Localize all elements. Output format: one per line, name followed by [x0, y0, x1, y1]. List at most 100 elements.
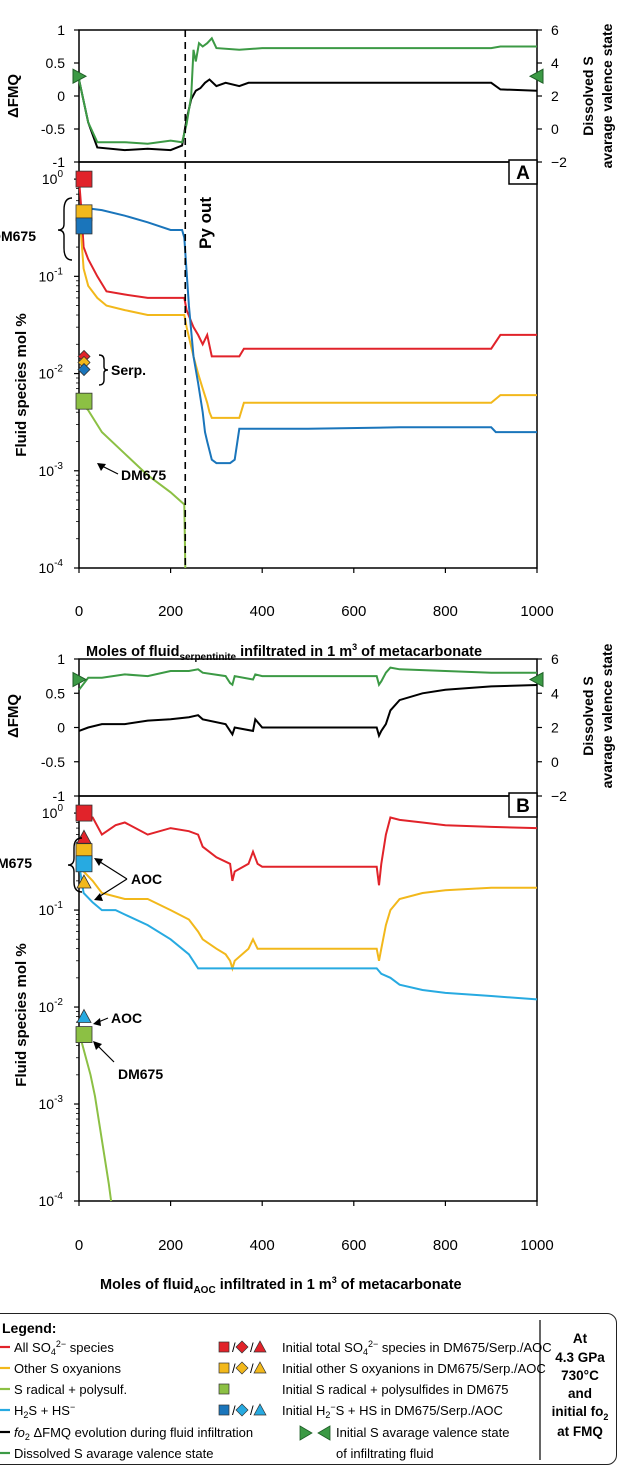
x-tick-label: 1000	[520, 1237, 553, 1254]
condition-initial-fo2: initial fo2	[552, 1404, 609, 1422]
annotation-aoc-b-top: AOC	[131, 871, 162, 887]
y2-tick-label: 0	[551, 754, 559, 770]
y2-tick-label: 0	[551, 121, 559, 137]
panel-label-b-box: B	[508, 792, 538, 818]
legend-items: All SO42− species Other S oxyanions S radi…	[0, 1339, 552, 1461]
initial-valence-triangle-marker	[72, 68, 88, 85]
legend-diamond-marker	[235, 1340, 249, 1354]
x-axis-title-b: Moles of fluidAOC infiltrated in 1 m3 of…	[100, 1275, 462, 1296]
log-tick-label: 10-2	[39, 997, 64, 1015]
log-tick-label: 10-3	[39, 461, 64, 479]
arrowhead-aoc-3	[93, 1018, 101, 1026]
y-tick-label: 0.5	[46, 685, 66, 701]
species-series-line	[78, 863, 538, 1001]
condition-temperature: 730°C	[561, 1368, 599, 1383]
y-axis-title-b-top: ΔFMQ	[5, 694, 22, 738]
top-frame	[78, 29, 538, 163]
initial-square-marker	[75, 392, 93, 410]
initial-valence-triangle-marker	[72, 671, 88, 688]
initial-diamond-marker	[77, 362, 91, 377]
legend-label: Initial total SO42− species in DM675/Ser…	[282, 1339, 552, 1357]
initial-square-marker	[75, 1026, 93, 1043]
panel-b: 1 0.5 0 -0.5 -1 6 4 2 0 −2 100 10-1 10-2 10-3 10-4 0 200…	[39, 651, 568, 1254]
legend-triangle-marker	[253, 1340, 267, 1353]
initial-valence-triangle-marker	[528, 671, 544, 688]
y-tick-label: -0.5	[41, 754, 65, 770]
annotation-dm675-b-bottom: DM675	[118, 1066, 163, 1082]
panel-a: 1 0.5 0 -0.5 -1 6 4 2 0 −2 100 10-1 10-2 10-3 10-4 0 200…	[39, 22, 568, 620]
y2-tick-label: −2	[551, 154, 567, 170]
x-tick-label: 600	[341, 603, 366, 620]
y2-tick-label: 2	[551, 720, 559, 736]
x-tick-label: 200	[158, 1237, 183, 1254]
y2-tick-label: 6	[551, 651, 559, 667]
initial-triangle-marker	[76, 874, 92, 889]
species-series-line	[78, 207, 537, 465]
y2-tick-label: 4	[551, 55, 559, 71]
panel-label-a: A	[516, 163, 530, 184]
legend-square-marker	[218, 1362, 230, 1374]
y-tick-label: 0	[57, 720, 65, 736]
legend-fo2-label: fo2 ΔFMQ evolution during fluid infiltra…	[14, 1425, 253, 1442]
legend-slash: /	[232, 1361, 236, 1376]
legend-right-triangle-marker	[299, 1425, 313, 1441]
legend-slash: /	[232, 1340, 236, 1355]
legend-label: All SO42− species	[14, 1339, 114, 1357]
legend: Legend: All SO42− species Other S oxyanio…	[0, 1320, 608, 1461]
x-tick-label: 800	[433, 603, 458, 620]
x-tick-label: 1000	[520, 603, 553, 620]
log-tick-label: 100	[42, 803, 64, 821]
legend-title: Legend:	[2, 1320, 56, 1336]
legend-diamond-marker	[235, 1361, 249, 1375]
species-series-line	[78, 217, 537, 419]
legend-valence-label: Dissolved S avarage valence state	[14, 1446, 213, 1461]
y-tick-label: 1	[57, 22, 65, 38]
condition-and: and	[568, 1386, 592, 1401]
y2-axis-title-b-line1: Dissolved S	[580, 676, 596, 755]
arrowhead-aoc-1	[94, 858, 103, 866]
y-axis-title-a-bottom: Fluid species mol %	[13, 313, 30, 456]
arrowhead-aoc-2	[94, 893, 103, 901]
legend-square-marker	[218, 1404, 230, 1416]
legend-label: S radical + polysulf.	[14, 1382, 127, 1397]
panel-label-b: B	[516, 796, 530, 817]
legend-label: Other S oxyanions	[14, 1361, 121, 1376]
initial-valence-triangle-marker	[528, 68, 544, 85]
legend-slash: /	[250, 1340, 254, 1355]
annotation-dm675-a-top: DM675	[0, 228, 36, 244]
top-series-line	[78, 78, 538, 152]
y-axis-title-a-top: ΔFMQ	[5, 74, 22, 118]
initial-square-marker	[75, 804, 93, 822]
x-tick-label: 0	[75, 603, 83, 620]
bottom-frame	[78, 161, 538, 569]
condition-at: At	[573, 1331, 588, 1346]
x-tick-label: 800	[433, 1237, 458, 1254]
bottom-frame	[78, 795, 538, 1202]
log-tick-label: 10-3	[39, 1094, 64, 1112]
y-tick-label: -1	[53, 154, 66, 170]
legend-frame	[0, 1313, 617, 1465]
x-tick-label: 0	[75, 1237, 83, 1254]
brace-dm675-b	[67, 837, 83, 893]
y-axis-title-b-bottom: Fluid species mol %	[13, 943, 30, 1086]
y2-tick-label: 2	[551, 88, 559, 104]
y2-tick-label: 6	[551, 22, 559, 38]
y2-tick-label: 4	[551, 685, 559, 701]
x-axis-title-a: Moles of fluidserpentinite infiltrated i…	[86, 642, 482, 663]
log-tick-label: 10-4	[39, 558, 64, 576]
initial-square-marker	[75, 855, 93, 873]
legend-marker-label-1: Initial S avarage valence state	[336, 1425, 509, 1440]
legend-slash: /	[232, 1403, 236, 1418]
log-tick-label: 10-4	[39, 1191, 64, 1209]
y-tick-label: 1	[57, 651, 65, 667]
legend-label: Initial other S oxyanions in DM675/Serp.…	[282, 1361, 546, 1376]
condition-at-fmq: at FMQ	[557, 1424, 603, 1439]
py-out-label: Py out	[196, 197, 215, 249]
legend-square-marker	[218, 1383, 230, 1395]
initial-triangle-marker	[76, 1008, 92, 1023]
legend-triangle-marker	[253, 1403, 267, 1416]
brace-serp	[98, 354, 109, 386]
condition-pressure: 4.3 GPa	[555, 1350, 605, 1365]
log-tick-label: 10-2	[39, 364, 64, 382]
initial-square-marker	[75, 170, 93, 188]
